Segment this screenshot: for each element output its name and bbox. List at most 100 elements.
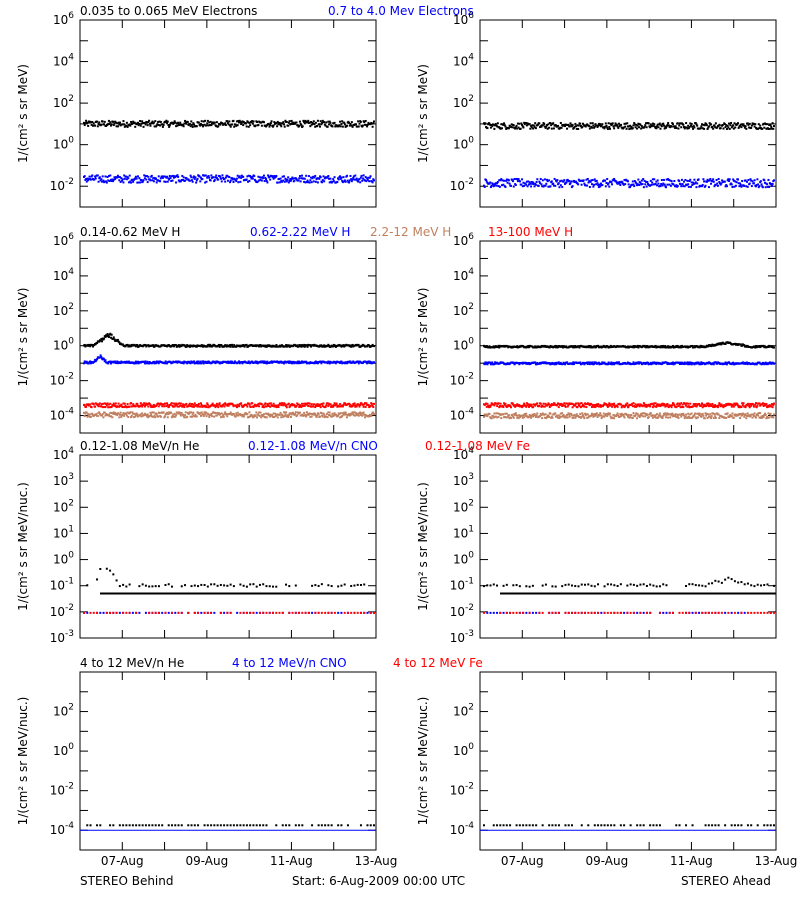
data-point bbox=[318, 123, 321, 126]
data-point bbox=[355, 123, 358, 126]
data-point bbox=[659, 185, 662, 188]
data-point bbox=[113, 338, 116, 341]
data-point bbox=[634, 181, 637, 184]
data-point bbox=[633, 346, 636, 349]
data-point bbox=[112, 120, 115, 123]
data-point bbox=[222, 176, 225, 179]
data-point bbox=[250, 413, 253, 416]
data-point bbox=[626, 122, 629, 125]
data-point bbox=[640, 179, 643, 182]
data-point bbox=[258, 414, 261, 417]
data-point bbox=[678, 124, 681, 127]
data-point bbox=[319, 125, 322, 128]
data-point bbox=[596, 182, 599, 185]
data-point bbox=[213, 180, 216, 183]
data-point bbox=[552, 182, 555, 185]
data-point bbox=[751, 180, 754, 183]
data-point bbox=[144, 344, 147, 347]
data-point bbox=[695, 362, 698, 365]
data-point bbox=[706, 127, 709, 130]
data-point bbox=[547, 123, 550, 126]
data-point bbox=[274, 345, 277, 348]
data-point bbox=[134, 414, 137, 417]
data-point bbox=[89, 415, 92, 418]
data-point bbox=[131, 178, 134, 181]
data-point bbox=[717, 413, 720, 416]
data-point bbox=[366, 178, 369, 181]
data-point bbox=[512, 416, 515, 419]
data-point bbox=[581, 412, 584, 415]
data-point bbox=[372, 178, 375, 181]
data-point bbox=[512, 361, 515, 364]
data-point bbox=[647, 122, 650, 125]
data-point bbox=[179, 402, 182, 405]
data-point bbox=[350, 178, 353, 181]
data-point bbox=[633, 415, 636, 418]
data-point bbox=[525, 124, 528, 127]
data-point bbox=[251, 175, 254, 178]
data-point bbox=[687, 183, 690, 186]
data-point bbox=[656, 123, 659, 126]
data-point bbox=[98, 402, 101, 405]
data-point bbox=[193, 415, 196, 418]
data-point bbox=[707, 345, 710, 348]
data-point bbox=[371, 125, 374, 128]
data-point bbox=[616, 182, 619, 185]
data-point bbox=[190, 405, 193, 408]
data-point bbox=[133, 412, 136, 415]
data-point bbox=[341, 414, 344, 417]
y-tick-label: 106 bbox=[453, 232, 474, 248]
data-point bbox=[172, 345, 175, 348]
data-point bbox=[660, 363, 663, 366]
data-point bbox=[204, 360, 207, 363]
data-point bbox=[362, 411, 365, 414]
data-point bbox=[696, 124, 699, 127]
data-point bbox=[183, 122, 186, 125]
data-point bbox=[507, 179, 510, 182]
data-point bbox=[548, 403, 551, 406]
data-point bbox=[348, 179, 351, 182]
data-point bbox=[87, 178, 90, 181]
data-point bbox=[664, 125, 667, 128]
data-point bbox=[152, 177, 155, 180]
data-point bbox=[286, 414, 289, 417]
data-point bbox=[275, 344, 278, 347]
data-point bbox=[98, 412, 101, 415]
data-point bbox=[498, 179, 501, 182]
data-point bbox=[321, 122, 324, 125]
data-point bbox=[681, 413, 684, 416]
data-point bbox=[546, 180, 549, 183]
data-point bbox=[83, 121, 85, 124]
data-point bbox=[89, 178, 92, 181]
data-point bbox=[172, 121, 175, 124]
data-point bbox=[523, 121, 526, 124]
data-point bbox=[578, 346, 581, 349]
data-point bbox=[340, 360, 343, 363]
data-point bbox=[91, 345, 94, 348]
data-point bbox=[194, 176, 197, 179]
data-point bbox=[542, 122, 545, 125]
data-point bbox=[212, 411, 215, 414]
data-point bbox=[266, 360, 269, 363]
data-point bbox=[529, 403, 532, 406]
data-point bbox=[330, 405, 333, 408]
data-point bbox=[732, 361, 735, 364]
data-point bbox=[610, 124, 613, 127]
data-point bbox=[262, 404, 265, 407]
data-point bbox=[298, 124, 301, 127]
data-point bbox=[523, 184, 526, 187]
data-point bbox=[315, 405, 318, 408]
data-point bbox=[190, 415, 193, 418]
data-point bbox=[355, 412, 358, 415]
data-point bbox=[597, 344, 600, 347]
data-point bbox=[590, 412, 593, 415]
data-point bbox=[126, 411, 129, 414]
data-point bbox=[532, 182, 535, 185]
data-point bbox=[373, 402, 375, 405]
data-point bbox=[223, 405, 226, 408]
data-point bbox=[724, 413, 727, 416]
data-point bbox=[746, 361, 749, 364]
data-point bbox=[363, 344, 366, 347]
data-point bbox=[207, 413, 210, 416]
